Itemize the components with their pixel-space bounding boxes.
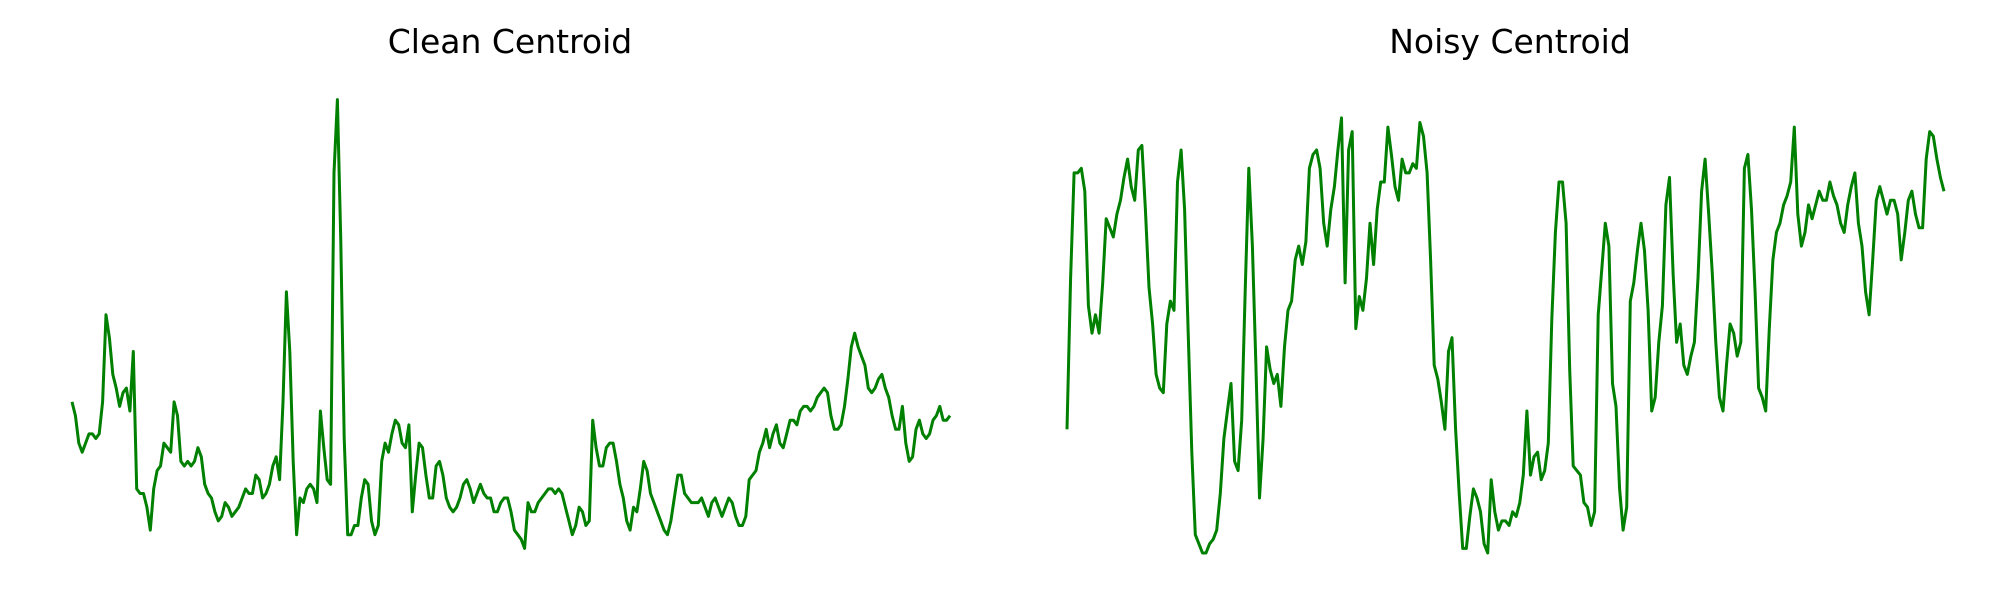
noisy-centroid-panel bbox=[1065, 116, 1946, 555]
clean-centroid-series-line bbox=[70, 98, 952, 550]
chart-title-clean: Clean Centroid bbox=[387, 22, 633, 61]
clean-centroid-panel bbox=[70, 98, 952, 550]
chart-title-noisy: Noisy Centroid bbox=[1389, 22, 1631, 61]
noisy-centroid-series-line bbox=[1065, 116, 1946, 555]
